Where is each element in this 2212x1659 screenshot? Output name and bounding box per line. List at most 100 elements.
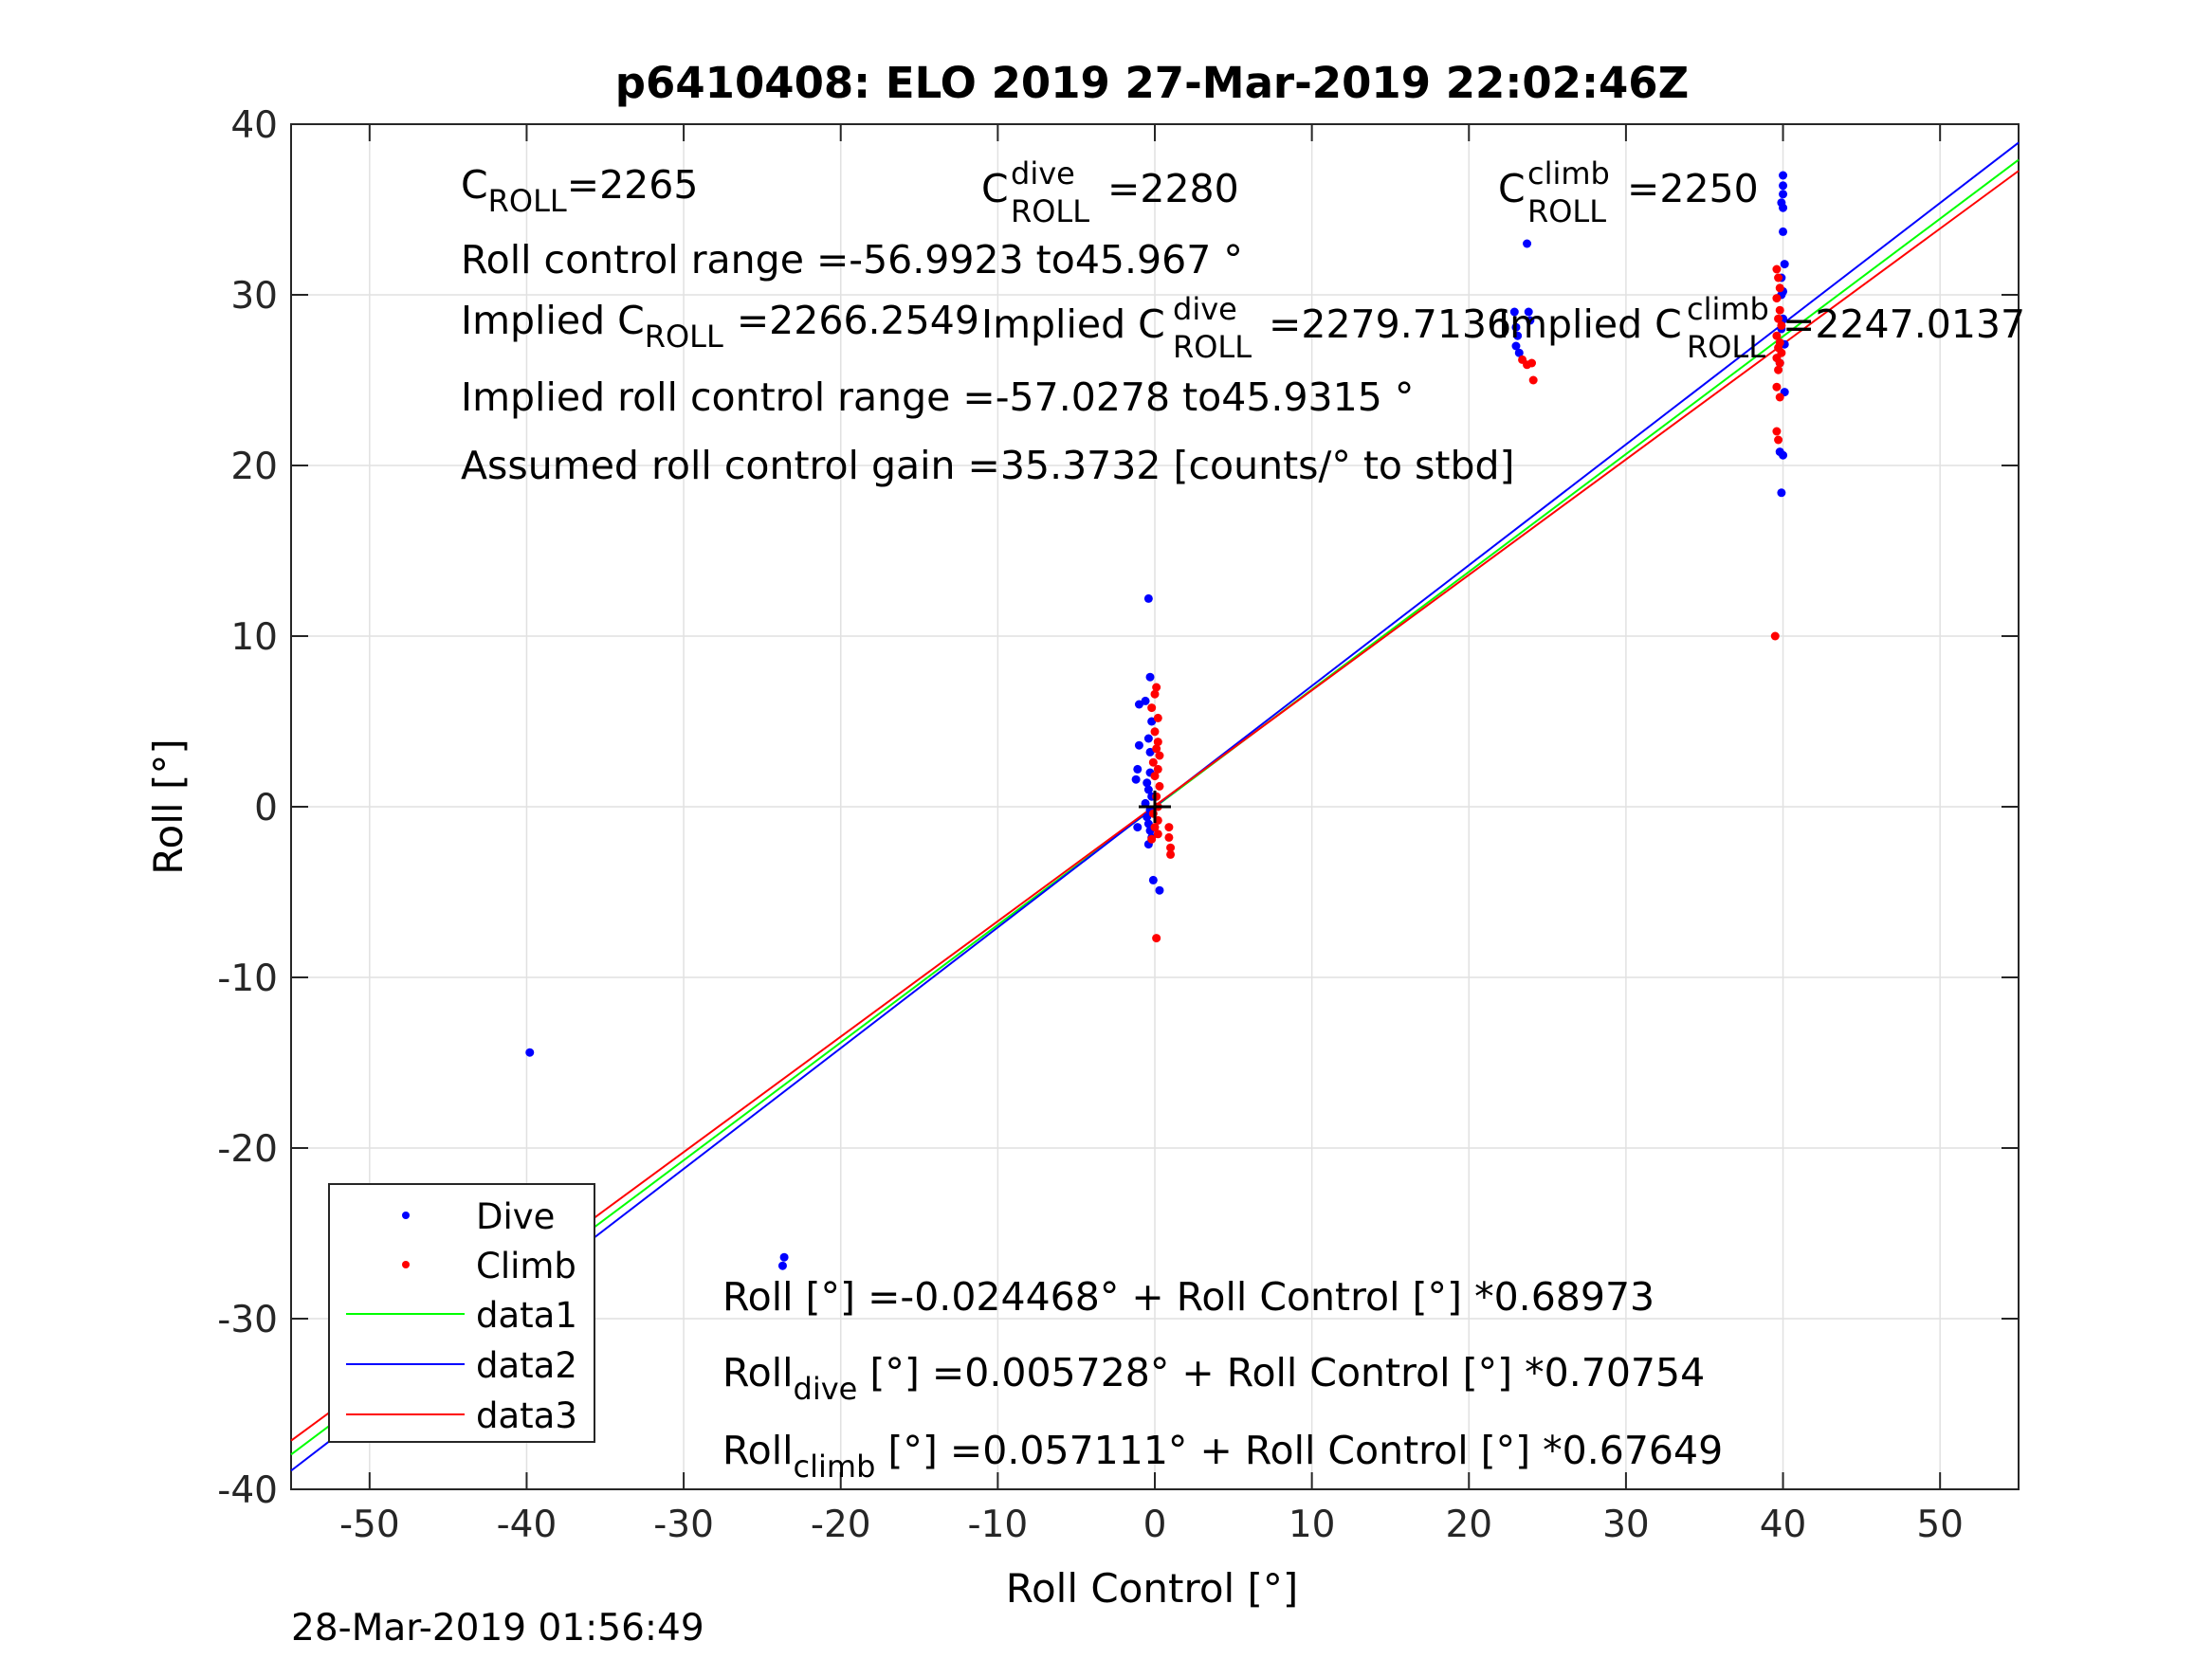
point-dive (525, 1048, 535, 1057)
point-climb (1770, 631, 1780, 641)
point-dive (1134, 700, 1143, 709)
y-tick-label: 40 (230, 104, 278, 147)
x-tick-label: 40 (1760, 1504, 1807, 1546)
point-climb (1147, 834, 1157, 844)
point-dive (1145, 672, 1155, 682)
legend-dive-label: Dive (476, 1196, 555, 1237)
point-dive (1148, 875, 1158, 884)
equation-overall: Roll [°] =-0.024468° + Roll Control [°] … (722, 1274, 1654, 1320)
point-dive (1779, 450, 1788, 460)
point-dive (1511, 341, 1521, 351)
c-dive-value: =2280 (1107, 166, 1239, 211)
point-dive (1514, 348, 1524, 357)
point-climb (1774, 365, 1783, 374)
implied-c-climb-sup: climb (1687, 291, 1769, 327)
x-axis-label: Roll Control [°] (1006, 1565, 1299, 1612)
roll-control-range: Roll control range =-56.9923 to45.967 ° (461, 237, 1243, 283)
implied-c-climb-sub: ROLL (1687, 329, 1765, 365)
y-tick-label: 0 (254, 787, 278, 830)
x-tick-label: -10 (968, 1504, 1029, 1546)
point-climb (1527, 358, 1537, 368)
point-dive (1143, 778, 1152, 788)
implied-c-dive: Implied C (981, 301, 1165, 347)
x-tick-label: -20 (811, 1504, 871, 1546)
point-dive (1511, 322, 1521, 332)
point-climb (1155, 751, 1164, 760)
y-tick-label: 20 (230, 446, 278, 488)
x-tick-label: 10 (1289, 1504, 1336, 1546)
point-climb (1150, 727, 1160, 737)
point-dive (1143, 593, 1153, 603)
c-climb-sup: climb (1527, 155, 1610, 191)
point-climb (1153, 764, 1162, 774)
point-dive (1141, 696, 1150, 705)
timestamp: 28-Mar-2019 01:56:49 (291, 1607, 704, 1650)
point-dive (1523, 239, 1532, 248)
c-climb-value: =2250 (1627, 166, 1759, 211)
point-dive (1155, 885, 1164, 895)
legend-data3-label: data3 (476, 1395, 577, 1436)
x-tick-label: 50 (1916, 1504, 1964, 1546)
point-climb (1772, 427, 1782, 436)
y-tick-label: 10 (230, 616, 278, 659)
equation-dive: Rolldive [°] =0.005728° + Roll Control [… (722, 1350, 1705, 1407)
c-roll-annotation: CROLL=2265 (461, 162, 698, 219)
legend: Dive Climb data1 data2 data3 (328, 1183, 595, 1443)
c-dive-annotation: C (981, 166, 1009, 211)
implied-c-climb-value: =2247.0137 (1782, 301, 2025, 347)
point-climb (1147, 703, 1157, 713)
point-climb (1772, 294, 1782, 303)
x-axis-ticks: -50 -40 -30 -20 -10 0 10 20 30 40 50 (339, 124, 1964, 1546)
point-dive (1513, 331, 1523, 340)
origin-plus-marker (1139, 791, 1171, 823)
chart-title: p6410408: ELO 2019 27-Mar-2019 22:02:46Z (615, 58, 1689, 108)
point-dive (1131, 775, 1141, 784)
point-dive (1779, 171, 1788, 180)
y-tick-label: -20 (217, 1128, 278, 1171)
point-climb (1155, 781, 1164, 791)
point-dive (779, 1252, 789, 1262)
point-climb (1775, 392, 1784, 402)
c-climb-annotation: C (1498, 166, 1526, 211)
point-climb (1774, 273, 1783, 283)
c-climb-sub: ROLL (1527, 193, 1606, 229)
implied-c-climb: Implied C (1498, 301, 1682, 347)
point-climb (1775, 305, 1784, 315)
c-dive-sub: ROLL (1011, 193, 1089, 229)
point-climb (1528, 375, 1538, 385)
point-climb (1152, 683, 1161, 692)
point-dive (1779, 227, 1788, 236)
point-climb (1152, 934, 1161, 943)
legend-climb-label: Climb (476, 1246, 576, 1286)
point-climb (1774, 314, 1783, 323)
point-dive (1509, 307, 1519, 317)
y-tick-label: -40 (217, 1469, 278, 1512)
c-dive-sup: dive (1011, 155, 1075, 191)
point-dive (1777, 488, 1786, 498)
y-tick-label: -10 (217, 957, 278, 1000)
point-dive (1133, 823, 1143, 832)
x-tick-label: 30 (1602, 1504, 1650, 1546)
point-climb (1150, 772, 1160, 781)
legend-data1-label: data1 (476, 1295, 577, 1336)
point-dive (1143, 785, 1153, 794)
point-climb (1152, 744, 1161, 754)
x-tick-label: 20 (1445, 1504, 1492, 1546)
point-climb (1772, 331, 1782, 340)
point-dive (1780, 260, 1789, 269)
x-tick-label: -50 (339, 1504, 400, 1546)
legend-climb-marker (402, 1261, 410, 1268)
x-tick-label: -40 (497, 1504, 558, 1546)
point-dive (1143, 734, 1153, 743)
point-climb (1777, 320, 1786, 330)
equation-climb: Rollclimb [°] =0.057111° + Roll Control … (722, 1428, 1723, 1485)
y-tick-label: -30 (217, 1299, 278, 1341)
point-climb (1153, 738, 1162, 747)
annotations-top: CROLL=2265 C dive ROLL =2280 C climb ROL… (461, 155, 2025, 488)
annotations-equations: Roll [°] =-0.024468° + Roll Control [°] … (722, 1274, 1723, 1485)
y-axis-label: Roll [°] (145, 738, 192, 874)
implied-roll-control-range: Implied roll control range =-57.0278 to4… (461, 374, 1414, 420)
legend-dive-marker (402, 1212, 410, 1219)
implied-c-roll: Implied CROLL =2266.2549 (461, 298, 979, 355)
